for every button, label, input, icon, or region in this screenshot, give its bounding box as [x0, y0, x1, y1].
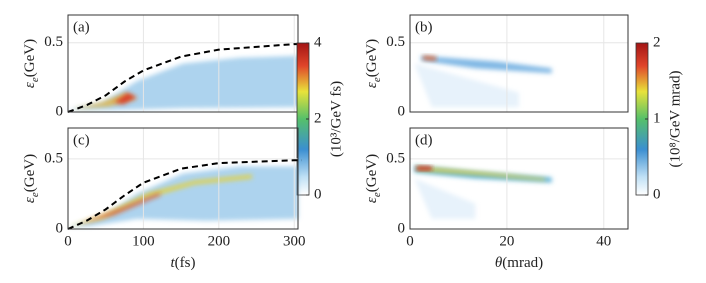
panel-label: (a)	[73, 19, 90, 35]
y-axis-label: εe(GeV)	[364, 39, 382, 88]
y-label-subscript: e	[29, 77, 41, 82]
density-region	[423, 55, 437, 61]
axes-frame	[409, 127, 629, 230]
y-label-unit: (GeV)	[364, 154, 380, 192]
y-label-unit: (GeV)	[364, 39, 380, 77]
x-label-unit: (fs)	[175, 255, 196, 271]
x-tick-label: 0	[64, 233, 72, 249]
y-label-subscript: e	[29, 192, 41, 197]
y-label-subscript: e	[371, 77, 383, 82]
y-label-symbol: ε	[364, 197, 380, 203]
y-axis-label: εe(GeV)	[22, 154, 40, 203]
density-region	[414, 178, 476, 219]
density-region	[414, 63, 519, 108]
colorbar-tick-label: 4	[314, 34, 322, 50]
y-label-subscript: e	[371, 192, 383, 197]
x-tick-label: 40	[596, 233, 611, 249]
y-tick-label: 0.5	[386, 150, 405, 166]
y-tick-label: 0.5	[44, 34, 63, 50]
y-tick-label: 0.5	[44, 150, 63, 166]
y-axis-label: εe(GeV)	[364, 154, 382, 203]
x-tick-label: 200	[208, 233, 231, 249]
x-label-symbol: θ	[495, 255, 503, 271]
colorbar-tick-label: 2	[653, 34, 661, 50]
y-tick-label: 0	[56, 103, 64, 119]
panel: 0 0.5 0 100 200 300 t(fs) εe(GeV) (c)	[22, 127, 306, 271]
panel: 00.5εe(GeV)(a)024(10³/GeV fs)	[22, 14, 344, 202]
y-label-symbol: ε	[22, 82, 38, 88]
density-region	[68, 166, 298, 227]
x-label-unit: (mrad)	[502, 255, 543, 271]
x-tick-label: 0	[406, 233, 414, 249]
axes-frame	[67, 127, 299, 230]
y-tick-label: 0.5	[386, 34, 405, 50]
panel-label: (c)	[73, 132, 90, 148]
colorbar-tick-label: 0	[653, 186, 661, 202]
colorbar-tick-label: 0	[314, 186, 322, 202]
x-tick-label: 20	[499, 233, 514, 249]
y-tick-label: 0	[398, 103, 406, 119]
density-region	[114, 92, 137, 105]
y-axis-label: εe(GeV)	[22, 39, 40, 88]
density-region	[68, 55, 298, 111]
x-tick-label: 100	[132, 233, 155, 249]
colorbar-label: (10³/GeV fs)	[328, 81, 344, 157]
panel-label: (b)	[415, 19, 433, 35]
y-tick-label: 0	[56, 220, 64, 236]
axes-frame	[409, 14, 629, 113]
panel: 0 0.5 0 20 40 θ(mrad) εe(GeV) (d)	[364, 127, 629, 271]
y-label-symbol: ε	[364, 82, 380, 88]
colorbar-tick-label: 2	[314, 110, 322, 126]
y-tick-label: 0	[398, 220, 406, 236]
x-label-symbol: t	[171, 255, 176, 271]
x-axis-label: t(fs)	[171, 255, 196, 271]
panel: 00.5εe(GeV)(b)012(10⁸/GeV mrad)	[364, 14, 683, 202]
x-axis-label: θ(mrad)	[495, 255, 543, 271]
y-label-unit: (GeV)	[22, 154, 38, 192]
panel-label: (d)	[415, 132, 433, 148]
dashed-curve	[67, 159, 302, 230]
dashed-curve	[67, 43, 302, 113]
y-label-symbol: ε	[22, 197, 38, 203]
density-region	[420, 55, 552, 74]
density-region	[72, 92, 137, 110]
density-region	[416, 166, 546, 181]
x-tick-label: 300	[283, 233, 306, 249]
y-label-unit: (GeV)	[22, 39, 38, 77]
colorbar-tick-label: 1	[653, 110, 661, 126]
colorbar-label: (10⁸/GeV mrad)	[667, 70, 683, 167]
density-region	[416, 166, 432, 171]
